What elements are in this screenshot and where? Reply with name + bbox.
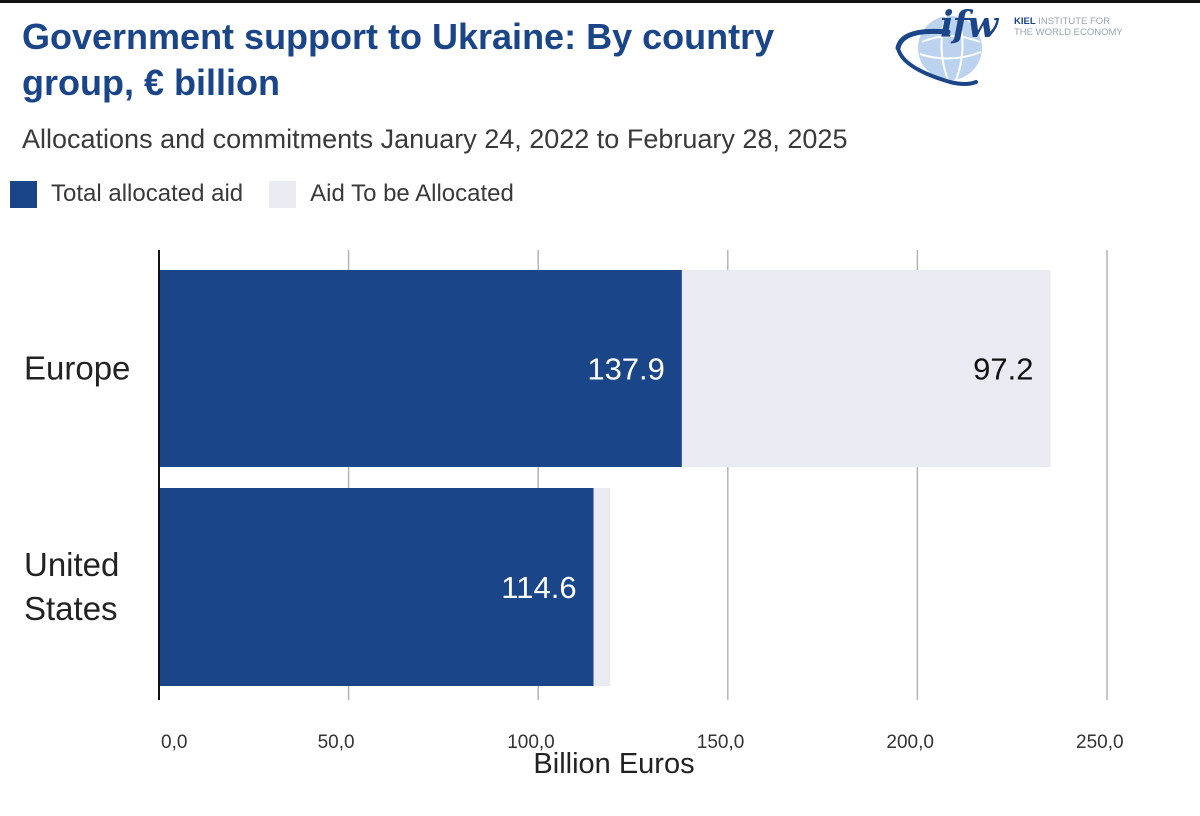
x-tick-label: 0,0 — [161, 732, 187, 753]
legend-label-allocated: Total allocated aid — [51, 180, 244, 207]
data-label: 97.2 — [973, 352, 1033, 387]
category-label: States — [24, 590, 118, 627]
globe-icon — [895, 15, 982, 86]
bar-allocated — [159, 488, 594, 686]
bar-to-be-allocated — [593, 488, 611, 686]
logo-text-line2: THE WORLD ECONOMY — [1014, 27, 1123, 38]
legend-swatch-to-be-allocated — [269, 180, 297, 208]
bar-to-be-allocated — [681, 270, 1051, 467]
logo-text: KIEL INSTITUTE FOR THE WORLD ECONOMY — [1014, 16, 1123, 38]
x-tick-label: 150,0 — [697, 732, 745, 753]
legend-swatch-allocated — [10, 180, 37, 208]
legend-item-to-be-allocated: Aid To be Allocated — [269, 180, 514, 208]
x-tick-label: 100,0 — [507, 732, 555, 753]
logo-mark: ifw — [940, 4, 998, 46]
x-tick-label: 50,0 — [318, 732, 355, 753]
category-label: United — [24, 546, 119, 583]
top-rule — [0, 0, 1200, 3]
logo-text-strong: KIEL — [1014, 16, 1036, 27]
legend-label-to-be-allocated: Aid To be Allocated — [310, 180, 514, 207]
data-label: 114.6 — [501, 570, 576, 605]
bar-allocated — [159, 270, 682, 467]
category-label: Europe — [24, 350, 130, 387]
ifw-logo: ifw KIEL INSTITUTE FOR THE WORLD ECONOMY — [888, 2, 1138, 92]
x-tick-label: 250,0 — [1076, 732, 1124, 753]
data-label: 137.9 — [587, 352, 665, 387]
legend-item-allocated: Total allocated aid — [10, 180, 243, 208]
chart-subtitle: Allocations and commitments January 24, … — [22, 124, 848, 154]
x-tick-label: 200,0 — [886, 732, 934, 753]
chart-title: Government support to Ukraine: By countr… — [22, 16, 775, 103]
x-axis-title: Billion Euros — [533, 748, 694, 780]
logo-text-line1: INSTITUTE FOR — [1038, 16, 1111, 27]
legend: Total allocated aid Aid To be Allocated — [10, 180, 540, 208]
